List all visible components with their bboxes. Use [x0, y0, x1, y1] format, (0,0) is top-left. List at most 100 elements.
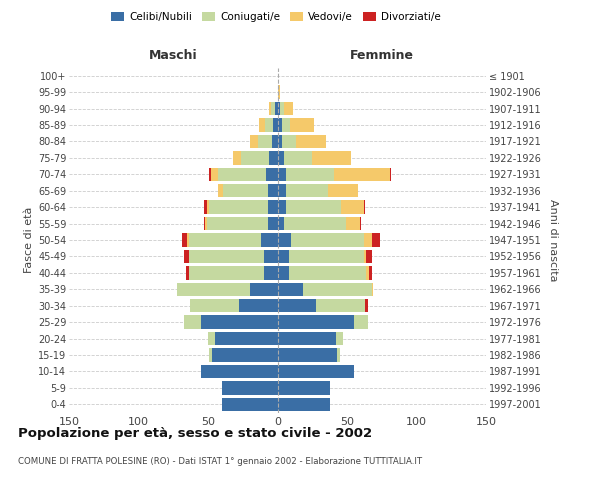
Bar — [277, 102, 280, 116]
Bar — [239, 299, 277, 312]
Bar — [188, 250, 263, 263]
Bar — [369, 266, 372, 280]
Bar — [277, 134, 281, 148]
Bar — [209, 168, 211, 181]
Bar — [281, 118, 290, 132]
Bar — [359, 217, 361, 230]
Bar — [346, 217, 359, 230]
Bar — [277, 316, 354, 329]
Bar — [367, 250, 372, 263]
Bar — [268, 217, 277, 230]
Bar — [328, 184, 358, 198]
Bar — [268, 184, 277, 198]
Text: Femmine: Femmine — [350, 48, 414, 62]
Bar — [258, 134, 272, 148]
Bar — [223, 184, 268, 198]
Bar — [296, 134, 326, 148]
Bar — [277, 266, 289, 280]
Bar — [289, 250, 364, 263]
Bar — [204, 217, 205, 230]
Bar — [266, 168, 277, 181]
Bar — [222, 398, 277, 411]
Bar — [259, 118, 265, 132]
Bar — [188, 234, 261, 246]
Bar — [211, 168, 218, 181]
Bar — [280, 102, 284, 116]
Bar — [284, 102, 293, 116]
Bar — [336, 332, 343, 345]
Bar — [277, 184, 286, 198]
Bar — [186, 266, 188, 280]
Bar — [204, 200, 206, 214]
Bar — [277, 332, 336, 345]
Legend: Celibi/Nubili, Coniugati/e, Vedovi/e, Divorziati/e: Celibi/Nubili, Coniugati/e, Vedovi/e, Di… — [107, 8, 445, 26]
Bar — [275, 102, 277, 116]
Bar — [277, 250, 289, 263]
Bar — [277, 168, 286, 181]
Bar — [178, 282, 250, 296]
Bar — [205, 217, 206, 230]
Bar — [277, 234, 292, 246]
Bar — [187, 234, 188, 246]
Bar — [265, 118, 274, 132]
Bar — [277, 282, 302, 296]
Bar — [209, 348, 212, 362]
Bar — [208, 332, 215, 345]
Bar — [354, 316, 368, 329]
Bar — [334, 168, 390, 181]
Bar — [215, 332, 277, 345]
Bar — [277, 118, 281, 132]
Bar — [312, 151, 351, 164]
Bar — [269, 151, 277, 164]
Bar — [365, 299, 368, 312]
Bar — [284, 151, 312, 164]
Bar — [364, 250, 367, 263]
Text: Popolazione per età, sesso e stato civile - 2002: Popolazione per età, sesso e stato civil… — [18, 428, 372, 440]
Y-axis label: Anni di nascita: Anni di nascita — [548, 198, 559, 281]
Bar — [316, 299, 365, 312]
Bar — [277, 200, 286, 214]
Bar — [184, 316, 201, 329]
Bar — [218, 184, 223, 198]
Bar — [390, 168, 391, 181]
Bar — [268, 200, 277, 214]
Bar — [277, 299, 316, 312]
Bar — [277, 217, 284, 230]
Bar — [277, 398, 331, 411]
Bar — [184, 250, 188, 263]
Bar — [292, 234, 364, 246]
Bar — [261, 234, 277, 246]
Bar — [201, 364, 277, 378]
Bar — [277, 364, 354, 378]
Bar — [222, 381, 277, 394]
Bar — [337, 348, 340, 362]
Bar — [233, 151, 241, 164]
Bar — [250, 282, 277, 296]
Bar — [286, 200, 341, 214]
Bar — [277, 151, 284, 164]
Y-axis label: Fasce di età: Fasce di età — [23, 207, 34, 273]
Bar — [263, 266, 277, 280]
Bar — [218, 168, 266, 181]
Bar — [367, 266, 369, 280]
Bar — [188, 266, 263, 280]
Bar — [364, 200, 365, 214]
Bar — [341, 200, 364, 214]
Bar — [281, 134, 296, 148]
Bar — [201, 316, 277, 329]
Bar — [269, 102, 271, 116]
Bar — [212, 348, 277, 362]
Bar — [290, 118, 314, 132]
Bar — [250, 134, 258, 148]
Bar — [271, 102, 275, 116]
Bar — [272, 134, 277, 148]
Bar — [206, 217, 268, 230]
Text: Maschi: Maschi — [149, 48, 197, 62]
Bar — [302, 282, 372, 296]
Bar — [277, 86, 280, 99]
Bar — [277, 348, 337, 362]
Bar — [372, 234, 380, 246]
Bar — [206, 200, 209, 214]
Text: COMUNE DI FRATTA POLESINE (RO) - Dati ISTAT 1° gennaio 2002 - Elaborazione TUTTI: COMUNE DI FRATTA POLESINE (RO) - Dati IS… — [18, 458, 422, 466]
Bar — [277, 381, 331, 394]
